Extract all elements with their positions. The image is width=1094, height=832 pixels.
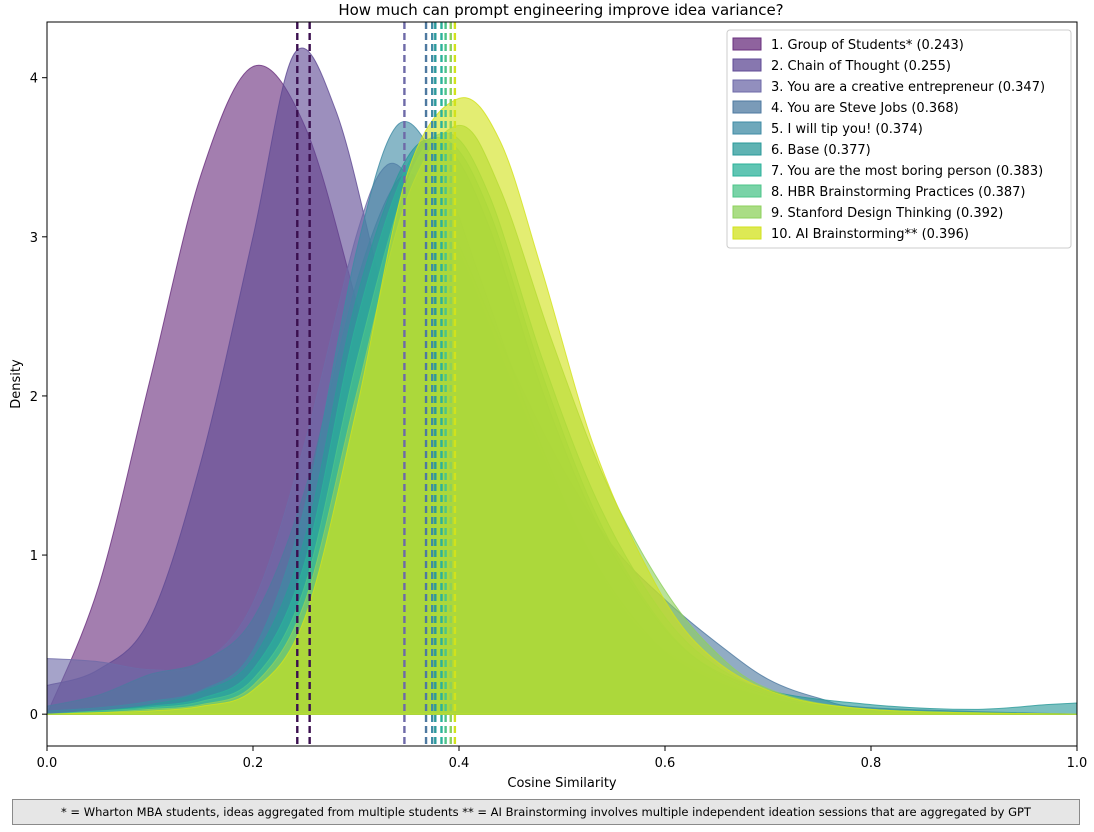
legend-swatch-2 xyxy=(732,58,762,72)
legend-label-1: 1. Group of Students* (0.243) xyxy=(771,38,964,53)
y-tick-label: 4 xyxy=(30,72,38,87)
legend-label-4: 4. You are Steve Jobs (0.368) xyxy=(771,101,959,116)
legend-swatch-10 xyxy=(732,226,762,240)
density-area-10 xyxy=(46,97,1078,715)
footnote: * = Wharton MBA students, ideas aggregat… xyxy=(12,799,1080,825)
x-tick-label: 0.8 xyxy=(861,756,882,771)
legend-label-7: 7. You are the most boring person (0.383… xyxy=(771,164,1043,179)
density-chart: How much can prompt engineering improve … xyxy=(9,1,1088,791)
legend-swatch-9 xyxy=(732,205,762,219)
y-tick-label: 2 xyxy=(30,390,38,405)
plot-frame xyxy=(46,21,1078,747)
legend-box xyxy=(726,29,1072,249)
legend-label-9: 9. Stanford Design Thinking (0.392) xyxy=(771,206,1003,221)
legend-swatch-8 xyxy=(732,184,762,198)
legend-swatch-4 xyxy=(732,100,762,114)
x-tick-label: 0.6 xyxy=(655,756,676,771)
x-axis: 0.0 0.2 0.4 0.6 0.8 1.0 xyxy=(37,746,1088,771)
y-tick-label: 1 xyxy=(30,549,38,564)
legend-swatch-3 xyxy=(732,79,762,93)
legend-swatch-5 xyxy=(732,121,762,135)
y-axis: 0 1 2 3 4 xyxy=(30,72,47,723)
x-tick-label: 0.2 xyxy=(243,756,264,771)
legend-swatch-6 xyxy=(732,142,762,156)
chart-title: How much can prompt engineering improve … xyxy=(338,1,783,19)
legend-label-2: 2. Chain of Thought (0.255) xyxy=(771,59,951,74)
legend-label-6: 6. Base (0.377) xyxy=(771,143,871,158)
y-axis-label: Density xyxy=(9,359,24,409)
legend-label-10: 10. AI Brainstorming** (0.396) xyxy=(771,227,969,242)
x-axis-label: Cosine Similarity xyxy=(507,776,617,791)
y-tick-label: 3 xyxy=(30,231,38,246)
legend-label-8: 8. HBR Brainstorming Practices (0.387) xyxy=(771,185,1026,200)
legend-label-5: 5. I will tip you! (0.374) xyxy=(771,122,923,137)
x-tick-label: 1.0 xyxy=(1067,756,1088,771)
legend-swatch-1 xyxy=(732,37,762,51)
legend: 1. Group of Students* (0.243) 2. Chain of… xyxy=(726,29,1072,249)
x-tick-label: 0.4 xyxy=(449,756,470,771)
legend-label-3: 3. You are a creative entrepreneur (0.34… xyxy=(771,80,1045,95)
y-tick-label: 0 xyxy=(30,708,38,723)
x-tick-label: 0.0 xyxy=(37,756,58,771)
legend-swatch-7 xyxy=(732,163,762,177)
